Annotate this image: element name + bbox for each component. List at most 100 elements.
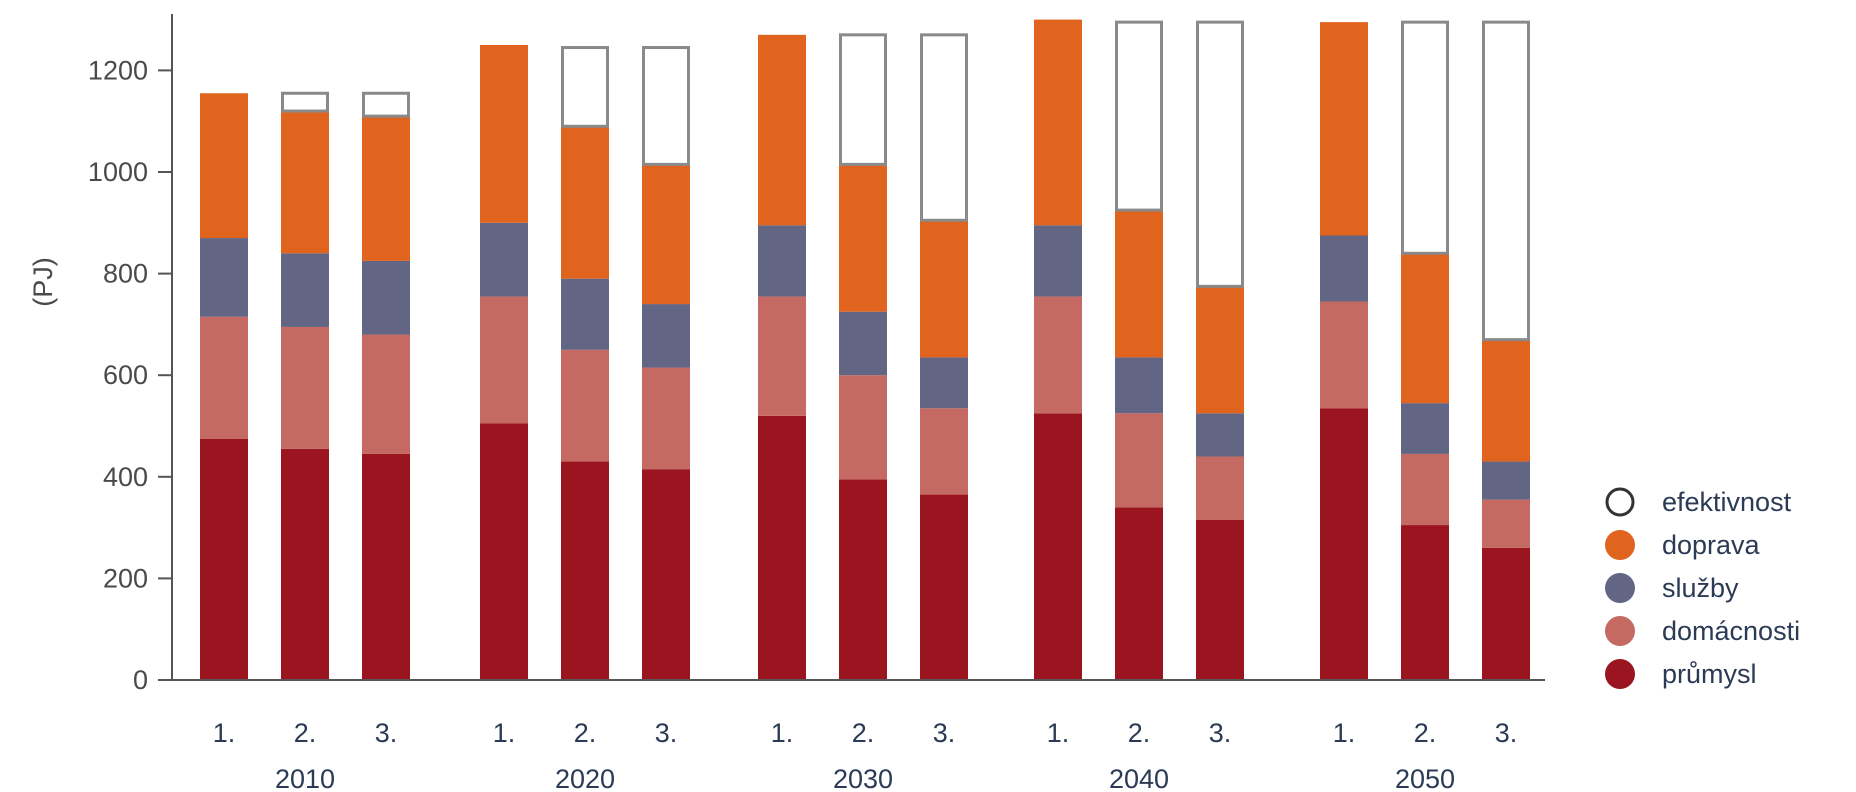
x-scenario-label: 1. — [1333, 718, 1356, 748]
x-scenario-label: 2. — [1128, 718, 1151, 748]
y-axis-ticks: 0 200 400 600 800 1000 1200 — [88, 55, 172, 695]
x-group-label: 2030 — [833, 764, 893, 792]
legend-marker-služby — [1605, 573, 1635, 603]
bar-segment-průmysl-2040-1 — [1034, 413, 1082, 680]
bar-segment-průmysl-2010-2 — [281, 448, 329, 680]
bar-segment-efektivnost-2020-2 — [561, 46, 609, 128]
bar-segment-doprava-2040-2 — [1115, 210, 1163, 358]
bar-segment-efektivnost-2050-3 — [1482, 20, 1530, 342]
legend-label-doprava: doprava — [1662, 530, 1761, 560]
x-scenario-label: 1. — [493, 718, 516, 748]
bar-segment-služby-2050-2 — [1401, 403, 1449, 454]
legend-marker-průmysl — [1605, 659, 1635, 689]
bar-segment-doprava-2020-3 — [642, 164, 690, 305]
x-scenario-label: 1. — [771, 718, 794, 748]
bar-segment-doprava-2050-2 — [1401, 253, 1449, 404]
y-tick-label: 1000 — [88, 157, 148, 187]
bar-segment-průmysl-2010-3 — [362, 453, 410, 680]
bar-segment-efektivnost-2020-3 — [642, 46, 690, 166]
x-scenario-label: 3. — [655, 718, 678, 748]
bar-segment-domácnosti-2020-3 — [642, 367, 690, 470]
bar-segment-efektivnost-2040-2 — [1115, 20, 1163, 212]
bar-segment-služby-2010-1 — [200, 238, 248, 317]
x-group-label: 2050 — [1395, 764, 1455, 792]
legend-label-domácnosti: domácnosti — [1662, 616, 1800, 646]
legend-marker-doprava — [1605, 530, 1635, 560]
bars — [200, 19, 1530, 680]
bar-segment-průmysl-2010-1 — [200, 438, 248, 680]
x-scenario-label: 3. — [375, 718, 398, 748]
bar-segment-domácnosti-2020-2 — [561, 349, 609, 462]
bar-segment-domácnosti-2010-2 — [281, 326, 329, 449]
x-group-label: 2040 — [1109, 764, 1169, 792]
x-scenario-label: 3. — [1495, 718, 1518, 748]
bar-segment-doprava-2010-3 — [362, 116, 410, 261]
bar-segment-průmysl-2020-2 — [561, 461, 609, 680]
bar-segment-efektivnost-2030-3 — [920, 33, 968, 222]
bar-segment-doprava-2050-1 — [1320, 22, 1368, 236]
bar-segment-průmysl-2030-2 — [839, 479, 887, 680]
bar-segment-služby-2020-3 — [642, 304, 690, 368]
bar-segment-domácnosti-2040-1 — [1034, 296, 1082, 414]
bar-segment-domácnosti-2010-1 — [200, 316, 248, 439]
bar-segment-efektivnost-2050-2 — [1401, 20, 1449, 255]
bar-segment-průmysl-2040-3 — [1196, 519, 1244, 680]
bar-segment-domácnosti-2050-3 — [1482, 499, 1530, 548]
bar-segment-služby-2010-3 — [362, 260, 410, 335]
bar-segment-průmysl-2030-1 — [758, 415, 806, 680]
bar-segment-doprava-2050-3 — [1482, 339, 1530, 462]
x-scenario-label: 3. — [1209, 718, 1232, 748]
bar-segment-doprava-2030-2 — [839, 164, 887, 312]
bar-segment-průmysl-2040-2 — [1115, 507, 1163, 680]
bar-segment-efektivnost-2030-2 — [839, 33, 887, 166]
bar-segment-služby-2040-2 — [1115, 357, 1163, 414]
x-scenario-label: 2. — [852, 718, 875, 748]
bar-segment-služby-2040-3 — [1196, 413, 1244, 457]
bar-segment-doprava-2010-2 — [281, 111, 329, 254]
legend-label-efektivnost: efektivnost — [1662, 487, 1792, 517]
legend-label-služby: služby — [1662, 573, 1739, 603]
bar-segment-průmysl-2050-2 — [1401, 525, 1449, 680]
x-scenario-label: 1. — [1047, 718, 1070, 748]
bar-segment-doprava-2030-3 — [920, 220, 968, 358]
bar-segment-služby-2030-2 — [839, 311, 887, 376]
bar-segment-služby-2030-1 — [758, 225, 806, 297]
y-tick-label: 800 — [103, 259, 148, 289]
bar-segment-efektivnost-2010-2 — [281, 91, 329, 113]
legend-marker-domácnosti — [1605, 616, 1635, 646]
legend-marker-efektivnost — [1605, 487, 1635, 517]
bar-segment-služby-2030-3 — [920, 357, 968, 409]
bar-segment-domácnosti-2040-2 — [1115, 413, 1163, 508]
legend-label-průmysl: průmysl — [1662, 659, 1757, 689]
bar-segment-služby-2020-1 — [480, 222, 528, 297]
bar-segment-domácnosti-2030-1 — [758, 296, 806, 416]
bar-segment-služby-2020-2 — [561, 278, 609, 350]
bar-segment-průmysl-2050-1 — [1320, 408, 1368, 680]
bar-segment-domácnosti-2050-2 — [1401, 453, 1449, 526]
y-tick-label: 600 — [103, 360, 148, 390]
y-tick-label: 0 — [133, 665, 148, 695]
x-scenario-label: 2. — [574, 718, 597, 748]
bar-segment-domácnosti-2030-2 — [839, 375, 887, 480]
bar-segment-efektivnost-2010-3 — [362, 91, 410, 118]
x-scenario-label: 2. — [294, 718, 317, 748]
x-axis-labels: 1. 2. 3. 2010 1. 2. 3. 2020 1. 2. 3. 2030 1. 2. 3. 2040… — [213, 718, 1518, 792]
bar-segment-služby-2050-1 — [1320, 235, 1368, 302]
y-axis-title: (PJ) — [28, 257, 58, 307]
bar-segment-doprava-2020-2 — [561, 126, 609, 279]
bar-segment-domácnosti-2050-1 — [1320, 301, 1368, 409]
bar-segment-efektivnost-2040-3 — [1196, 20, 1244, 288]
x-scenario-label: 1. — [213, 718, 236, 748]
x-scenario-label: 2. — [1414, 718, 1437, 748]
y-tick-label: 200 — [103, 563, 148, 593]
bar-segment-průmysl-2050-3 — [1482, 547, 1530, 680]
bar-segment-doprava-2030-1 — [758, 34, 806, 226]
bar-segment-služby-2040-1 — [1034, 225, 1082, 297]
legend: efektivnost doprava služby domácnosti průmys… — [1605, 487, 1800, 689]
bar-segment-doprava-2040-1 — [1034, 19, 1082, 226]
bar-segment-průmysl-2030-3 — [920, 494, 968, 680]
bar-segment-služby-2050-3 — [1482, 461, 1530, 500]
x-group-label: 2020 — [555, 764, 615, 792]
bar-segment-doprava-2040-3 — [1196, 286, 1244, 414]
